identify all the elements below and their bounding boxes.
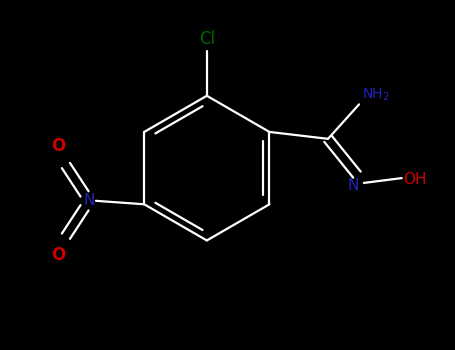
Text: N: N: [83, 193, 95, 208]
Text: O: O: [51, 137, 65, 155]
Text: N: N: [348, 178, 359, 193]
Text: O: O: [51, 246, 65, 264]
Text: Cl: Cl: [199, 29, 215, 48]
Text: OH: OH: [403, 172, 427, 187]
Text: NH$_2$: NH$_2$: [363, 86, 390, 103]
